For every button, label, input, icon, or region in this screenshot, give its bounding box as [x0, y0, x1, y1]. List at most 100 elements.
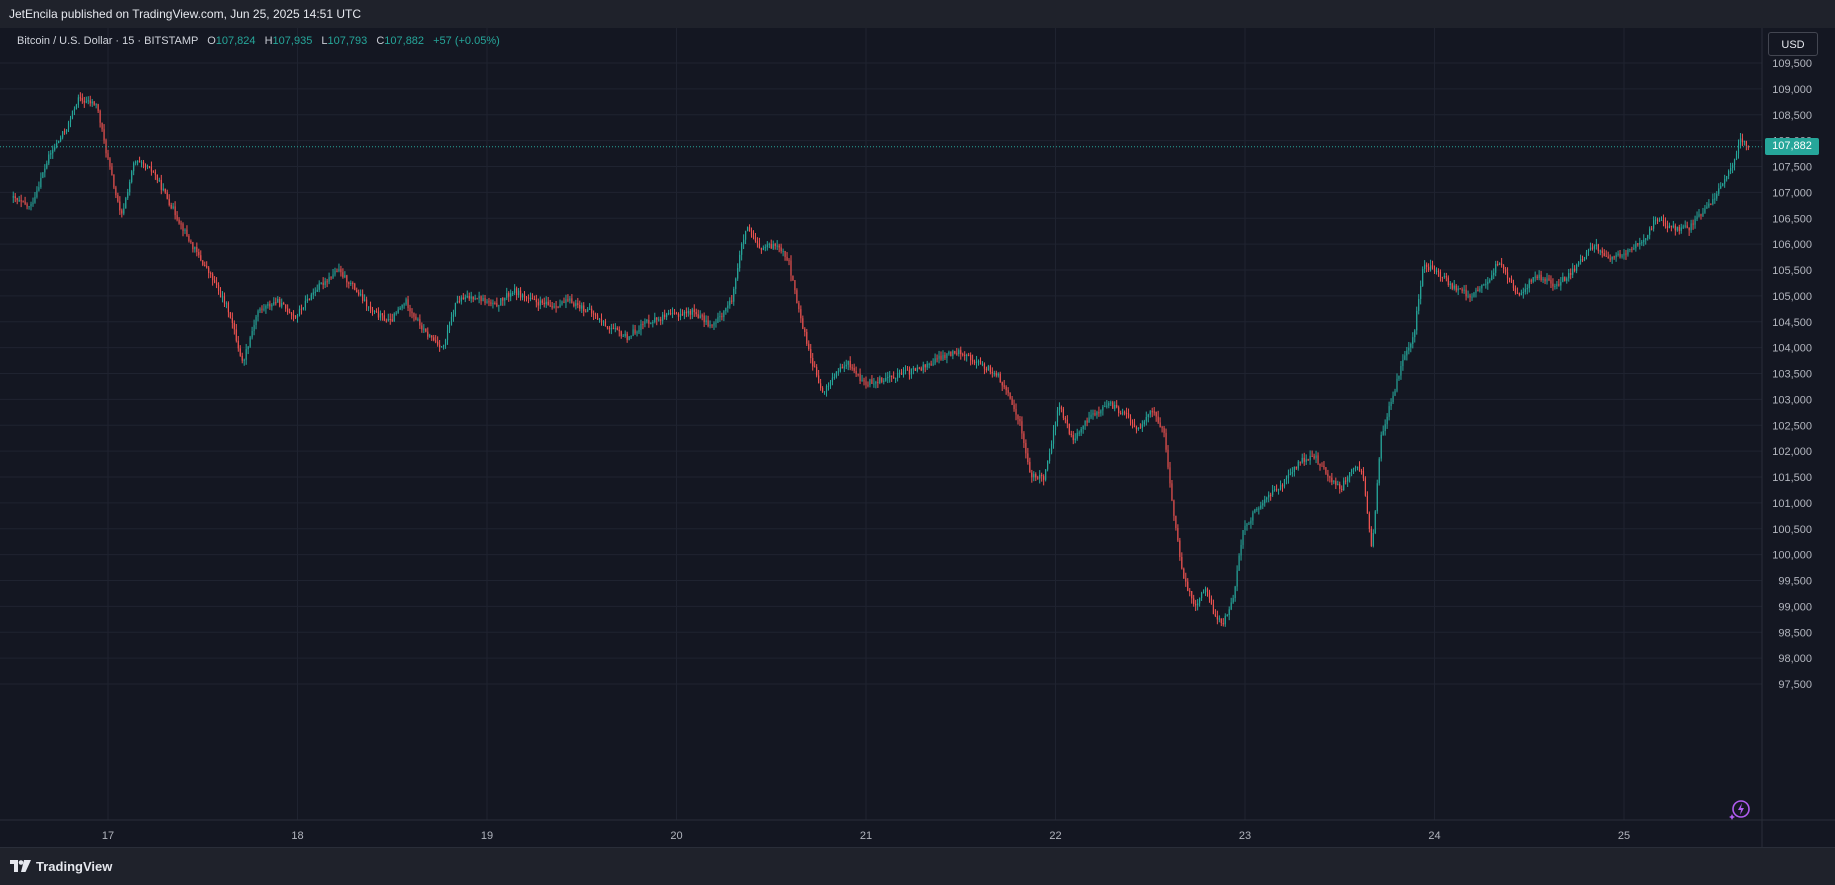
candle-body	[1408, 347, 1410, 351]
candle-body	[1688, 227, 1690, 231]
candle-body	[660, 319, 662, 321]
candle-body	[18, 200, 20, 202]
candle-body	[133, 163, 135, 172]
candle-body	[573, 303, 575, 306]
candle-body	[1720, 185, 1722, 189]
candle-body	[810, 349, 812, 359]
candle-body	[1047, 461, 1049, 470]
candle-body	[772, 243, 774, 249]
candle-body	[942, 355, 944, 360]
candle-body	[1070, 433, 1072, 436]
candle-body	[594, 314, 597, 316]
candle-body	[1345, 480, 1347, 482]
candle-body	[255, 316, 257, 326]
candle-body	[14, 196, 16, 199]
candle-body	[202, 260, 204, 265]
candle-body	[1066, 419, 1068, 424]
candle-body	[533, 299, 535, 301]
candle-body	[208, 267, 210, 274]
x-tick-label: 23	[1239, 830, 1251, 842]
lightning-icon[interactable]	[1728, 797, 1752, 821]
candle-body	[506, 293, 508, 298]
candle-body	[358, 292, 360, 295]
chart-area[interactable]: 109,500109,000108,500108,000107,500107,0…	[0, 28, 1835, 847]
y-tick-label: 104,500	[1772, 317, 1812, 329]
candle-body	[379, 313, 382, 318]
candle-body	[1556, 284, 1558, 286]
candle-body	[537, 302, 539, 306]
candle-body	[484, 297, 486, 304]
candle-body	[770, 243, 772, 249]
candle-body	[1690, 223, 1692, 231]
candle-body	[391, 319, 393, 322]
price-chart[interactable]: 109,500109,000108,500108,000107,500107,0…	[0, 28, 1835, 847]
candle-body	[310, 294, 312, 301]
candle-body	[196, 247, 198, 252]
candle-body	[1627, 249, 1629, 255]
tradingview-logo[interactable]: TradingView	[10, 858, 112, 874]
candle-body	[776, 245, 778, 247]
publish-header: JetEncila published on TradingView.com, …	[0, 0, 1835, 29]
candle-body	[970, 354, 972, 361]
candle-body	[1118, 407, 1120, 414]
candle-body	[1171, 483, 1173, 501]
candle-body	[1009, 392, 1011, 399]
candle-body	[450, 316, 453, 326]
candle-body	[1133, 423, 1136, 428]
currency-button[interactable]: USD	[1768, 32, 1818, 56]
candle-body	[22, 201, 24, 203]
candle-body	[89, 100, 91, 104]
candle-body	[1431, 265, 1434, 269]
candle-body	[512, 292, 514, 294]
candle-body	[433, 337, 435, 341]
candle-body	[1712, 199, 1714, 205]
candle-body	[1467, 295, 1469, 297]
candle-body	[642, 324, 644, 326]
candle-body	[227, 303, 230, 313]
candle-body	[77, 97, 79, 105]
candle-body	[735, 278, 737, 289]
candle-body	[174, 206, 176, 216]
candle-body	[922, 364, 924, 371]
candle-body	[563, 301, 565, 303]
candle-body	[468, 295, 470, 299]
candle-body	[1339, 484, 1341, 489]
candle-body	[1643, 239, 1645, 243]
footer-bar: TradingView	[0, 847, 1835, 885]
candle-body	[853, 367, 855, 371]
candle-body	[1562, 277, 1564, 282]
candle-body	[845, 364, 847, 367]
candle-body	[786, 256, 788, 261]
candle-body	[551, 306, 553, 308]
candle-body	[794, 280, 796, 291]
candle-body	[470, 296, 472, 299]
candle-body	[1258, 508, 1260, 510]
candle-body	[1088, 417, 1090, 423]
candle-body	[360, 294, 362, 296]
candle-body	[241, 355, 243, 361]
candle-body	[440, 346, 443, 348]
candle-body	[673, 312, 676, 314]
candle-body	[67, 122, 70, 130]
x-tick-label: 19	[481, 830, 493, 842]
candle-body	[225, 303, 228, 305]
candle-body	[671, 312, 674, 314]
candle-body	[900, 372, 903, 375]
candle-body	[1534, 276, 1536, 278]
candle-body	[1384, 424, 1386, 432]
candle-body	[778, 245, 780, 248]
candle-body	[105, 140, 107, 154]
candle-body	[622, 335, 624, 337]
candle-body	[760, 248, 762, 250]
candle-body	[439, 344, 441, 348]
candle-body	[1530, 280, 1532, 282]
candle-body	[685, 311, 687, 314]
candle-body	[1078, 432, 1080, 434]
candle-body	[1027, 453, 1029, 463]
candle-body	[1349, 472, 1351, 478]
candle-body	[1424, 264, 1426, 269]
candle-body	[1197, 603, 1199, 606]
candle-body	[415, 316, 417, 320]
candle-body	[1581, 259, 1584, 261]
candle-body	[115, 187, 117, 196]
